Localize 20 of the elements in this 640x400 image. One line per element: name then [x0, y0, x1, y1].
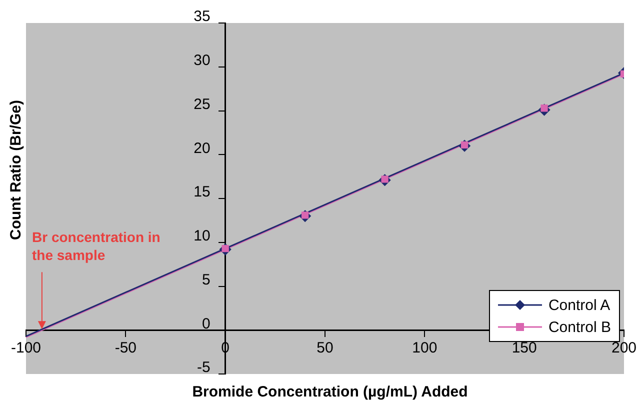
x-axis-title: Bromide Concentration (µg/mL) Added	[192, 384, 468, 400]
y-tick-label: 15	[194, 184, 226, 201]
x-tick-label: 100	[412, 339, 438, 356]
y-tick-label: 10	[194, 228, 226, 245]
annotation: Br concentration in the sample	[32, 229, 160, 264]
x-tick-label: 200	[611, 339, 637, 356]
y-tick-label: 30	[194, 52, 226, 70]
y-tick-label: 5	[202, 271, 226, 288]
x-tick-label: 50	[316, 339, 334, 356]
y-tick-label: 20	[194, 140, 226, 157]
x-tick-label: -100	[10, 339, 42, 356]
y-tick-label: -5	[196, 359, 226, 376]
y-tick-label: 35	[194, 8, 226, 26]
x-tick-label: 150	[512, 339, 537, 356]
legend-label: Control A	[548, 296, 610, 314]
y-axis-title: Count Ratio (Br/Ge)	[8, 100, 24, 240]
y-tick-label: 25	[194, 96, 226, 113]
legend-label: Control B	[548, 318, 611, 336]
y-tick-label: 0	[202, 315, 226, 332]
x-tick-label: -50	[114, 339, 137, 356]
